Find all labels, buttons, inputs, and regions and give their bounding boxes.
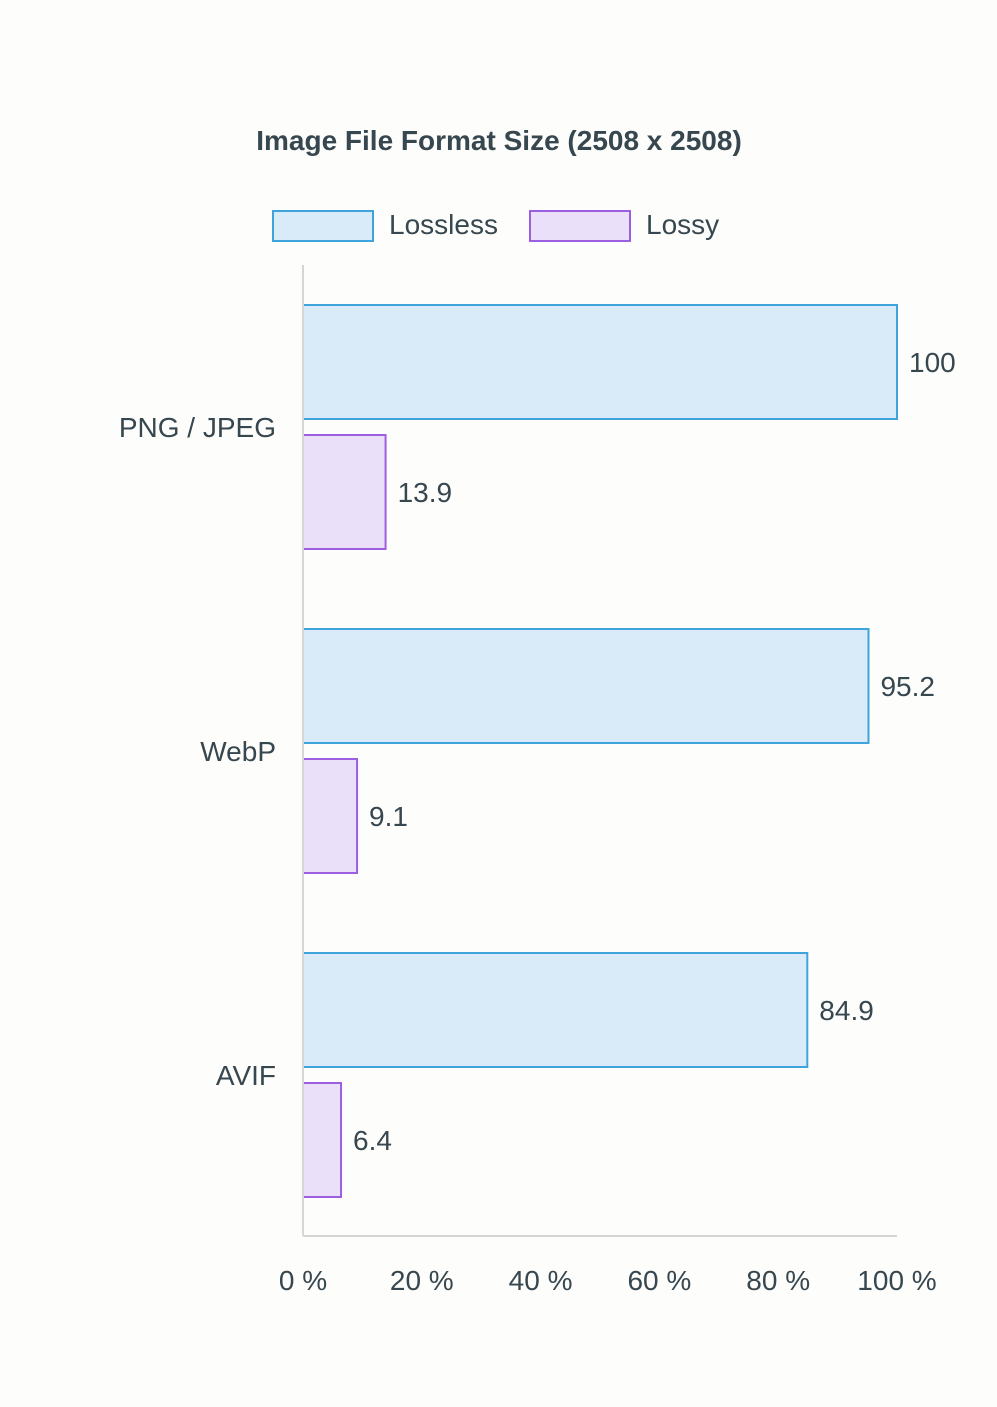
data-label-lossless-png-jpeg: 100 [909,347,956,378]
data-labels-group: 100 13.9 95.2 9.1 84.9 6.4 [353,347,956,1156]
legend-swatch-lossy [529,210,631,242]
category-label-avif: AVIF [216,1060,276,1091]
category-label-png-jpeg: PNG / JPEG [119,412,276,443]
legend-label-lossless: Lossless [389,209,498,240]
bar-lossy-webp [302,758,359,874]
legend-swatch-lossless [272,210,374,242]
x-tick-label-60: 60 % [627,1265,691,1296]
x-tick-label-100: 100 % [857,1265,936,1296]
data-label-lossless-avif: 84.9 [819,995,874,1026]
legend-label-lossy: Lossy [646,209,719,240]
data-label-lossy-png-jpeg: 13.9 [398,477,453,508]
bars-group [302,304,898,1198]
bar-lossy-png-jpeg [302,434,387,550]
x-tick-labels-group: 0 % 20 % 40 % 60 % 80 % 100 % [279,1265,937,1296]
legend: Lossless Lossy [272,209,719,242]
bar-lossless-avif [302,952,809,1068]
x-tick-label-20: 20 % [390,1265,454,1296]
bar-lossless-webp [302,628,870,744]
category-label-webp: WebP [200,736,276,767]
category-labels-group: PNG / JPEG WebP AVIF [119,412,276,1091]
bar-lossless-png-jpeg [302,304,898,420]
x-tick-label-0: 0 % [279,1265,327,1296]
x-tick-label-80: 80 % [746,1265,810,1296]
chart-title: Image File Format Size (2508 x 2508) [256,125,742,156]
data-label-lossless-webp: 95.2 [880,671,935,702]
data-label-lossy-webp: 9.1 [369,801,408,832]
x-tick-label-40: 40 % [509,1265,573,1296]
bar-lossy-avif [302,1082,343,1198]
data-label-lossy-avif: 6.4 [353,1125,392,1156]
